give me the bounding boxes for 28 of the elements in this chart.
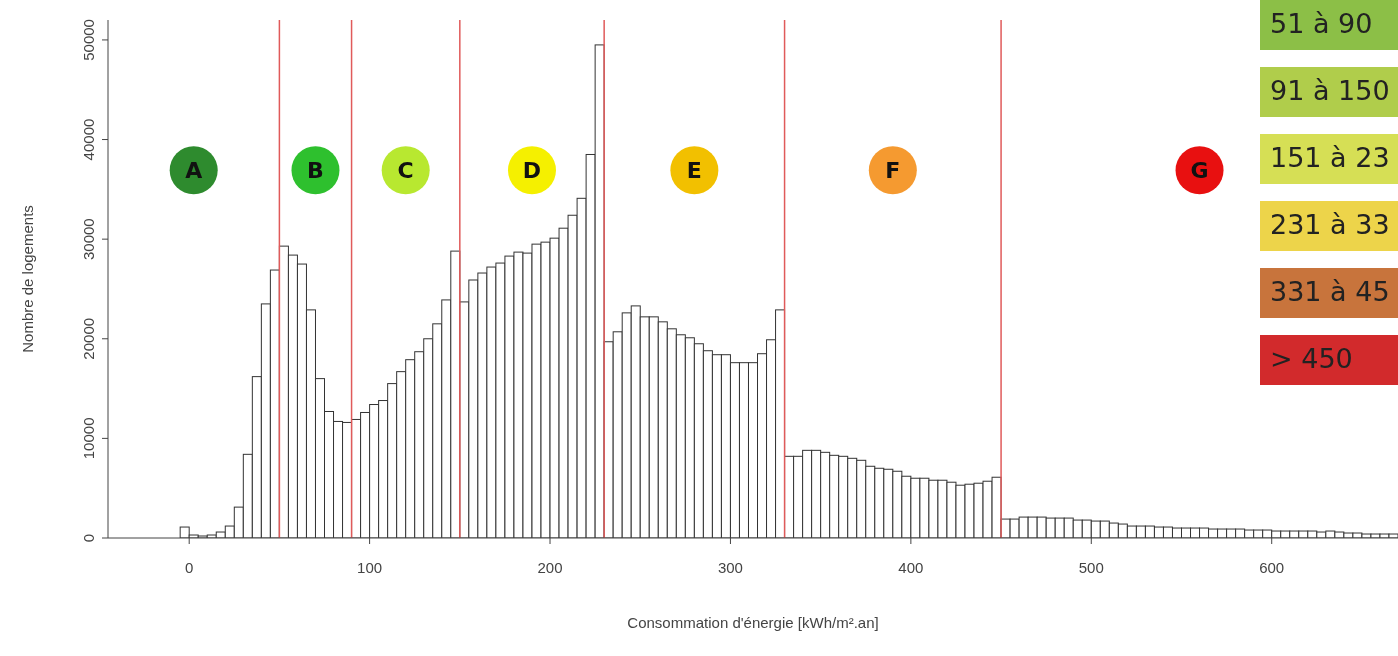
annotation: B <box>307 158 324 184</box>
annotation: A <box>185 158 203 184</box>
annotation: > 450 <box>1260 335 1398 385</box>
annotation: D <box>522 158 542 184</box>
x-tick-label: 600 <box>1259 558 1285 576</box>
x-tick-label: 500 <box>1078 558 1104 576</box>
annotation: 231 à 33 <box>1260 201 1398 251</box>
annotation: E <box>686 158 702 184</box>
x-axis-title: Consommation d'énergie [kWh/m².an] <box>627 614 879 631</box>
annotation: C <box>397 158 414 184</box>
annotation: 151 à 23 <box>1260 134 1398 184</box>
y-tick-label: 30000 <box>80 218 97 261</box>
annotation: 331 à 45 <box>1260 268 1398 318</box>
y-tick-label: 50000 <box>80 19 97 61</box>
x-tick-label: 200 <box>537 558 563 576</box>
x-tick-label: 100 <box>357 558 383 576</box>
y-tick-label: 40000 <box>80 118 97 161</box>
y-axis-title: Nombre de logements <box>19 205 37 353</box>
annotation: F <box>885 158 901 184</box>
annotation: 51 à 90 <box>1260 0 1398 50</box>
y-tick-label: 20000 <box>80 317 97 360</box>
x-tick-label: 0 <box>185 558 194 576</box>
y-tick-label: 0 <box>80 533 97 543</box>
x-tick-label: 400 <box>898 558 924 576</box>
y-tick-label: 10000 <box>80 417 97 460</box>
annotation: 91 à 150 <box>1260 67 1398 117</box>
annotation: G <box>1190 158 1209 184</box>
x-tick-label: 300 <box>717 558 743 576</box>
